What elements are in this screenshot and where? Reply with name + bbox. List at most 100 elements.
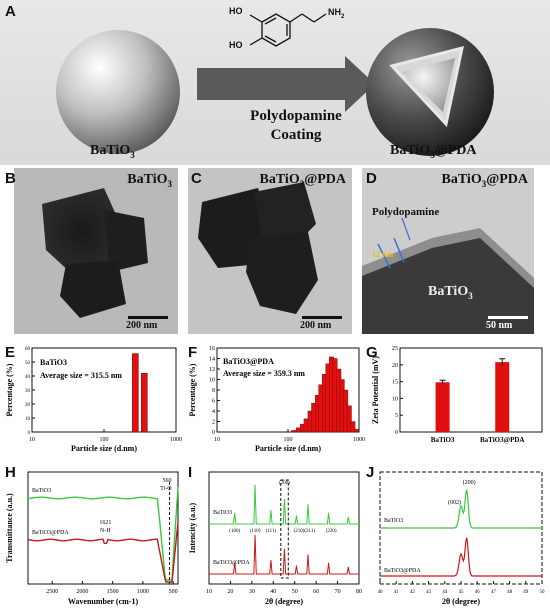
hrtem-interface: [362, 217, 534, 334]
panel-label-h: H: [5, 464, 16, 481]
y-tick-label: 20: [392, 363, 398, 369]
tem-title-batio3: BaTiO3: [127, 172, 172, 189]
x-tick-label: 80: [356, 589, 362, 595]
schematic-panel: HO HO NH2 Polydopamine Coating BaTiO3 Ba…: [0, 0, 550, 165]
x-tick-label: 20: [227, 589, 233, 595]
x-axis-label: Particle size (d.nm): [255, 444, 321, 453]
zeta-bar: [435, 382, 450, 432]
scale-label: 50 nm: [486, 320, 513, 331]
chart-g-zeta: 0 5 10 15 20 25 BaTiO3 BaTiO3@PDA Zeta Potential…: [371, 346, 543, 444]
y-tick-label: 2: [212, 420, 215, 426]
y-axis-label: Percentage (%): [5, 363, 14, 416]
annotation-wavenumber: 1621: [99, 520, 111, 526]
peak-label: (100): [229, 529, 240, 534]
x-tick-label: 45: [459, 590, 465, 595]
panel-label-c: C: [191, 170, 202, 187]
x-tick-label: 48: [507, 590, 512, 595]
y-tick-label: 14: [209, 357, 215, 363]
x-tick-label: 50: [540, 590, 546, 595]
panel-label-i: I: [188, 464, 193, 481]
annotation-bond: N-H: [100, 528, 111, 534]
annotation-wavenumber: 560: [163, 478, 172, 484]
x-tick-label: 40: [270, 589, 276, 595]
series-label: BaTiO3: [32, 488, 51, 494]
coating-label: Polydopamine: [372, 206, 440, 218]
y-tick-label: 0: [395, 430, 398, 436]
hrtem-image: BaTiO3@PDA Polydopamine 12 nm BaTiO3 50 …: [362, 168, 534, 334]
x-tick-label: 10: [29, 437, 35, 443]
panel-label-e: E: [5, 344, 16, 361]
schematic-drawing: [56, 13, 494, 156]
annotation-sample: BaTiO3@PDA: [223, 357, 274, 366]
x-tick-label: 60: [313, 589, 319, 595]
x-tick-label: 100: [100, 437, 109, 443]
peak-label: (200): [463, 479, 476, 486]
size-bar: [141, 372, 148, 433]
x-tick-label: 41: [394, 590, 400, 595]
y-tick-label: 40: [25, 375, 31, 380]
series-line: [209, 484, 359, 525]
y-tick-label: 12: [209, 367, 215, 373]
process-label: Polydopamine Coating: [250, 108, 342, 143]
batio3-sphere: [56, 30, 180, 154]
y-tick-label: 15: [392, 380, 398, 386]
batio3-pda-label: BaTiO3@PDA: [390, 143, 477, 160]
x-tick-label: 47: [491, 590, 497, 595]
y-tick-label: 30: [25, 389, 31, 394]
cutaway-core: [402, 58, 455, 112]
x-tick-label: 30: [249, 589, 255, 595]
molecule-amine: NH2: [328, 7, 345, 20]
tem-particles-batio3: [42, 188, 148, 318]
series-line: [380, 537, 542, 577]
size-bar: [350, 421, 356, 433]
series-line: [27, 521, 179, 583]
batio3-label: BaTiO3: [90, 143, 135, 160]
panel-label-a: A: [5, 3, 16, 20]
scale-bar: [488, 316, 528, 319]
panel-label-d: D: [366, 170, 377, 187]
y-tick-label: 0: [212, 430, 215, 436]
x-tick-label: 42: [410, 590, 416, 595]
series-line: [27, 486, 179, 581]
series-label: BaTiO3: [384, 518, 403, 524]
annotation-sample: BaTiO3: [40, 358, 67, 367]
y-tick-label: 20: [25, 403, 31, 408]
chart-h-ftir: 2500 2000 1500 1000 500 BaTiO3 BaTiO3@PDA 1621 N…: [5, 471, 179, 606]
peak-label: (211): [304, 529, 315, 534]
y-tick-label: 10: [25, 417, 31, 422]
chart-j-xrd-zoom: 40 41 42 43 44 45 46 47 48 49 50 (002) (200) BaTiO3 Ba…: [378, 471, 546, 606]
category-label: BaTiO3: [431, 436, 455, 444]
chart-f-size-batio3-pda: 10 100 1000 0 2 4 6 8 10 12 14 16 BaTiO3@PDA Average …: [188, 346, 365, 453]
x-axis-label: Particle size (d.nm): [71, 444, 137, 453]
x-tick-label: 1000: [353, 437, 365, 443]
y-tick-label: 50: [25, 361, 31, 366]
x-axis-label: 2θ (degree): [265, 597, 303, 606]
y-axis-label: Zeta Potential (mV): [371, 356, 380, 424]
y-axis-label: Transmittance (a.u.): [5, 493, 14, 563]
x-tick-label: 49: [523, 590, 529, 595]
x-tick-label: 46: [475, 590, 481, 595]
y-tick-label: 60: [25, 347, 31, 352]
scale-label: 200 nm: [126, 320, 158, 331]
thickness-label: 12 nm: [372, 250, 394, 259]
x-tick-label: 10: [214, 437, 220, 443]
peak-label: (002): [448, 499, 461, 506]
process-arrow: [197, 56, 375, 112]
x-tick-label: 50: [292, 589, 298, 595]
dopamine-molecule: [249, 13, 327, 47]
x-axis-label: Wavenumber (cm-1): [68, 597, 139, 606]
zoom-region: [280, 479, 289, 579]
zeta-bar: [495, 362, 510, 432]
scale-bar: [302, 316, 342, 319]
x-tick-label: 2500: [46, 589, 58, 595]
series-label: BaTiO3: [213, 510, 232, 516]
series-label: BaTiO3@PDA: [213, 560, 250, 566]
size-bar: [295, 427, 301, 433]
peak-label: (110): [250, 529, 261, 534]
y-tick-label: 5: [395, 413, 398, 419]
peak-label: (220): [326, 529, 337, 534]
chart-i-xrd: 10 20 30 40 50 60 70 80 (100) (110) (111) (200) (210…: [188, 471, 362, 606]
size-bar: [346, 405, 352, 433]
x-tick-label: 2000: [76, 589, 88, 595]
